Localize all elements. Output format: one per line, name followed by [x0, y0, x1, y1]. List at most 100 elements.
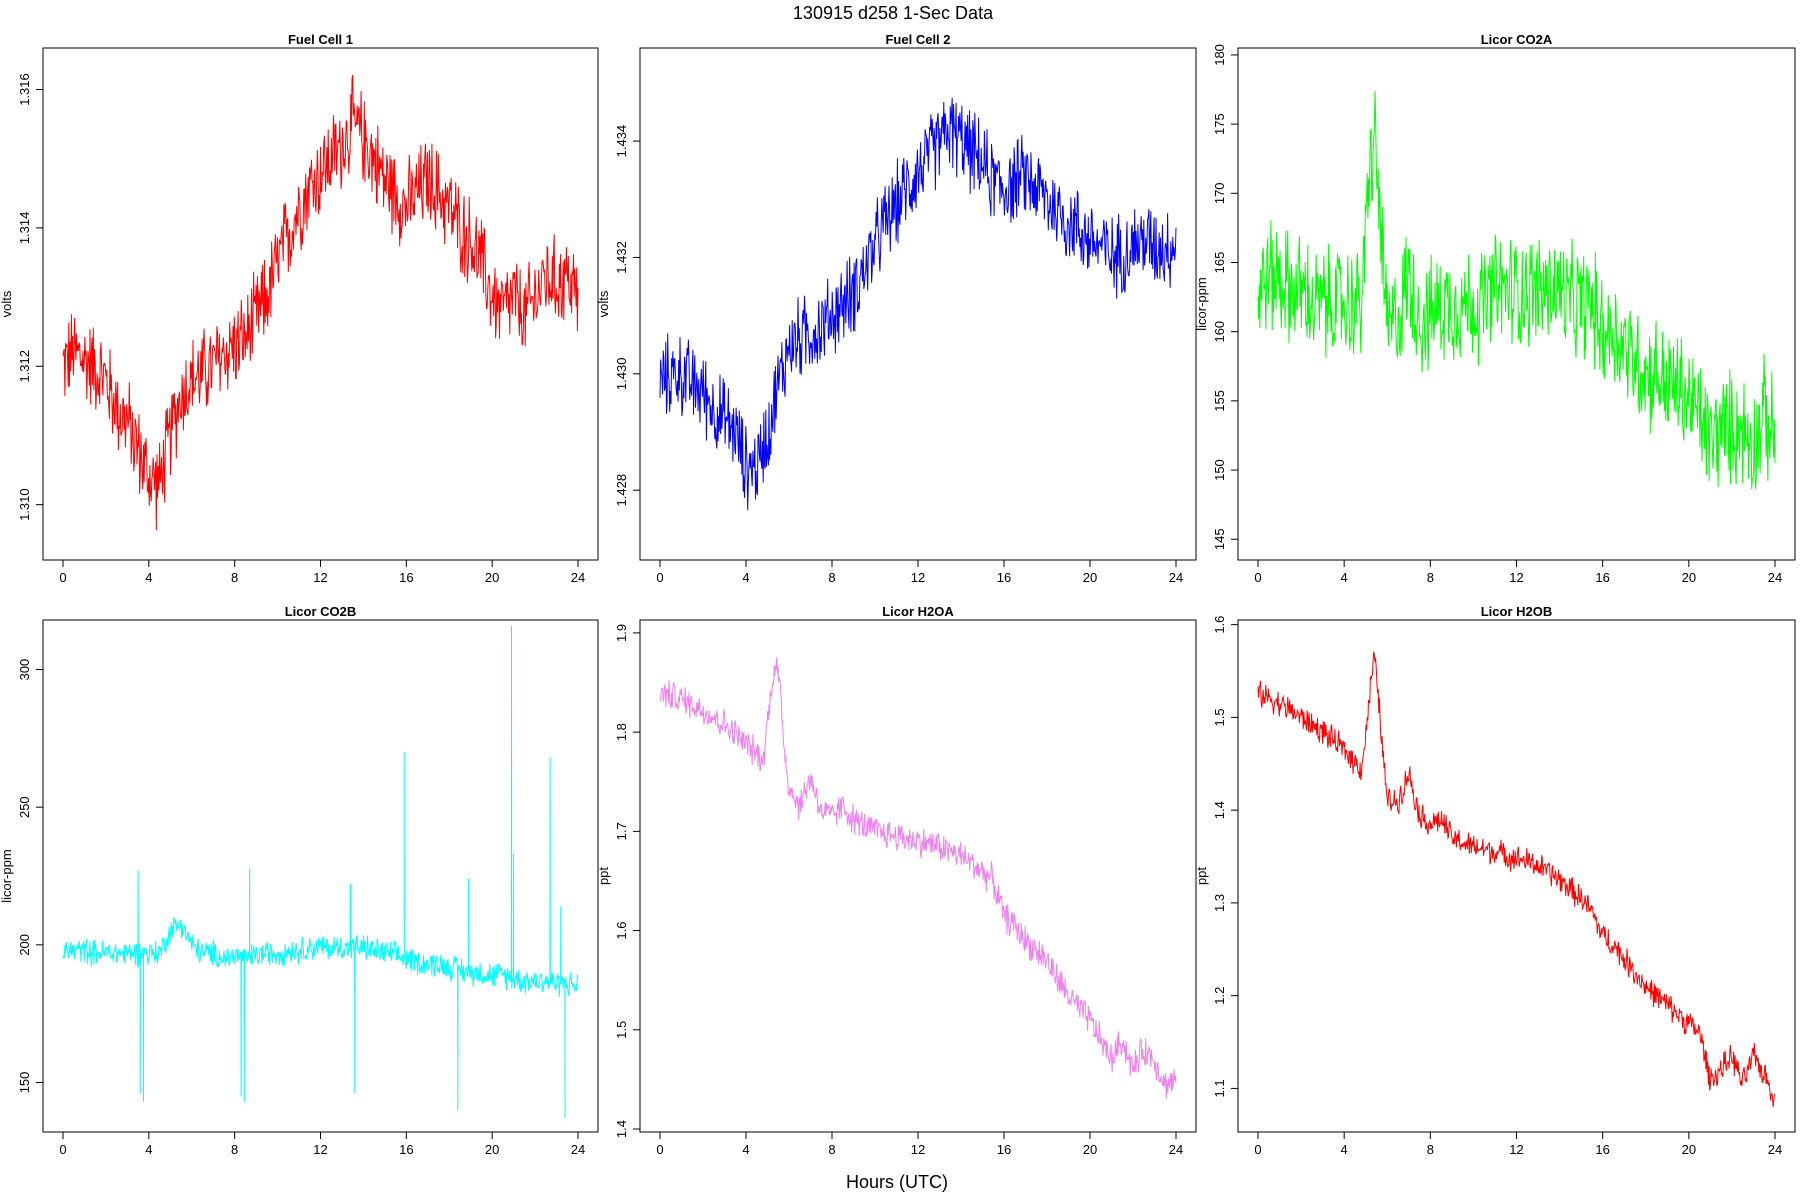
x-tick-label: 0: [1254, 1142, 1261, 1157]
x-tick-label: 24: [1169, 1142, 1183, 1157]
y-tick-label: 1.6: [614, 922, 629, 940]
y-tick-label: 155: [1212, 390, 1227, 412]
chart-panel-2: Fuel Cell 2 volts 0 4 8 12 16 20 24 1.428 1.430 1.4…: [596, 32, 1197, 585]
x-tick-label: 12: [1509, 570, 1523, 585]
series-line: [659, 657, 1177, 1099]
x-tick-label: 8: [1427, 570, 1434, 585]
y-axis-label: licor-ppm: [1194, 277, 1209, 330]
panel-title: Fuel Cell 2: [885, 32, 950, 47]
plot-frame: [1237, 619, 1796, 1133]
x-tick-label: 24: [1768, 1142, 1782, 1157]
plot-frame: [42, 47, 599, 561]
x-tick-label: 4: [1341, 570, 1348, 585]
y-tick-label: 1.316: [17, 73, 32, 106]
figure-x-axis-label: Hours (UTC): [846, 1172, 948, 1192]
x-tick-label: 24: [571, 1142, 585, 1157]
y-tick-label: 1.312: [17, 350, 32, 383]
y-tick-label: 1.430: [614, 358, 629, 391]
x-tick-label: 12: [313, 1142, 327, 1157]
panel-title: Licor H2OB: [1481, 604, 1553, 619]
y-axis-label: volts: [596, 290, 611, 317]
y-tick-label: 1.310: [17, 488, 32, 521]
x-tick-label: 20: [1083, 570, 1097, 585]
y-axis-label: licor-ppm: [0, 849, 14, 902]
y-tick-label: 145: [1212, 528, 1227, 550]
panel-title: Licor CO2B: [285, 604, 357, 619]
x-tick-label: 4: [1341, 1142, 1348, 1157]
y-tick-label: 250: [17, 796, 32, 818]
x-tick-label: 4: [742, 1142, 749, 1157]
y-tick-label: 1.434: [614, 125, 629, 158]
y-tick-label: 165: [1212, 252, 1227, 274]
y-tick-label: 1.428: [614, 474, 629, 507]
y-tick-label: 180: [1212, 44, 1227, 66]
x-tick-label: 24: [1169, 570, 1183, 585]
y-tick-label: 1.9: [614, 624, 629, 642]
x-tick-label: 0: [656, 570, 663, 585]
chart-panel-3: Licor CO2A licor-ppm 0 4 8 12 16 20 24 145 150 155 1…: [1194, 32, 1796, 585]
x-tick-label: 12: [911, 570, 925, 585]
x-tick-label: 20: [1682, 570, 1696, 585]
x-tick-label: 16: [1595, 1142, 1609, 1157]
y-axis-label: ppt: [1194, 867, 1209, 885]
series-line: [1257, 651, 1776, 1108]
x-tick-label: 4: [145, 1142, 152, 1157]
y-tick-label: 1.314: [17, 212, 32, 245]
y-tick-label: 1.6: [1212, 616, 1227, 634]
y-tick-label: 150: [17, 1072, 32, 1094]
y-tick-label: 160: [1212, 321, 1227, 343]
x-tick-label: 12: [911, 1142, 925, 1157]
y-tick-label: 1.5: [1212, 708, 1227, 726]
x-tick-label: 4: [145, 570, 152, 585]
y-tick-label: 300: [17, 659, 32, 681]
series-line: [62, 75, 579, 531]
x-tick-label: 16: [997, 1142, 1011, 1157]
x-tick-label: 24: [571, 570, 585, 585]
x-tick-label: 16: [399, 1142, 413, 1157]
plot-frame: [639, 47, 1197, 561]
x-tick-label: 0: [59, 570, 66, 585]
x-tick-label: 8: [1427, 1142, 1434, 1157]
y-axis-label: ppt: [596, 867, 611, 885]
x-tick-label: 20: [1083, 1142, 1097, 1157]
series-line: [62, 625, 579, 1119]
chart-panel-1: Fuel Cell 1 volts 0 4 8 12 16 20 24 1.310 1.312 1.3…: [0, 32, 599, 585]
x-tick-label: 4: [742, 570, 749, 585]
x-tick-label: 0: [656, 1142, 663, 1157]
x-tick-label: 20: [485, 1142, 499, 1157]
y-tick-label: 1.4: [614, 1120, 629, 1138]
y-tick-label: 1.4: [1212, 801, 1227, 819]
plot-frame: [42, 619, 599, 1133]
x-tick-label: 12: [1509, 1142, 1523, 1157]
x-tick-label: 12: [313, 570, 327, 585]
x-tick-label: 20: [485, 570, 499, 585]
chart-panel-4: Licor CO2B licor-ppm 0 4 8 12 16 20 24 150 200 250 3…: [0, 604, 599, 1157]
x-tick-label: 8: [231, 1142, 238, 1157]
y-tick-label: 200: [17, 934, 32, 956]
chart-panel-5: Licor H2OA ppt 0 4 8 12 16 20 24 1.4 1.5 1.6 1.7 1.8 1…: [596, 604, 1197, 1157]
x-tick-label: 20: [1682, 1142, 1696, 1157]
x-tick-label: 8: [828, 1142, 835, 1157]
chart-panel-6: Licor H2OB ppt 0 4 8 12 16 20 24 1.1 1.2 1.3 1.4 1.5 1…: [1194, 604, 1796, 1157]
x-tick-label: 0: [1254, 570, 1261, 585]
figure-title: 130915 d258 1-Sec Data: [793, 3, 994, 23]
series-line: [1257, 90, 1776, 490]
panel-title: Licor H2OA: [882, 604, 954, 619]
panel-title: Licor CO2A: [1481, 32, 1553, 47]
x-tick-label: 8: [828, 570, 835, 585]
panel-title: Fuel Cell 1: [288, 32, 353, 47]
y-tick-label: 1.432: [614, 241, 629, 274]
x-tick-label: 24: [1768, 570, 1782, 585]
y-tick-label: 175: [1212, 113, 1227, 135]
x-tick-label: 16: [1595, 570, 1609, 585]
y-tick-label: 1.2: [1212, 987, 1227, 1005]
x-tick-label: 16: [399, 570, 413, 585]
y-tick-label: 1.8: [614, 723, 629, 741]
series-line: [659, 97, 1177, 511]
y-tick-label: 170: [1212, 182, 1227, 204]
y-tick-label: 1.3: [1212, 894, 1227, 912]
y-axis-label: volts: [0, 290, 14, 317]
y-tick-label: 1.5: [614, 1021, 629, 1039]
y-tick-label: 1.7: [614, 822, 629, 840]
